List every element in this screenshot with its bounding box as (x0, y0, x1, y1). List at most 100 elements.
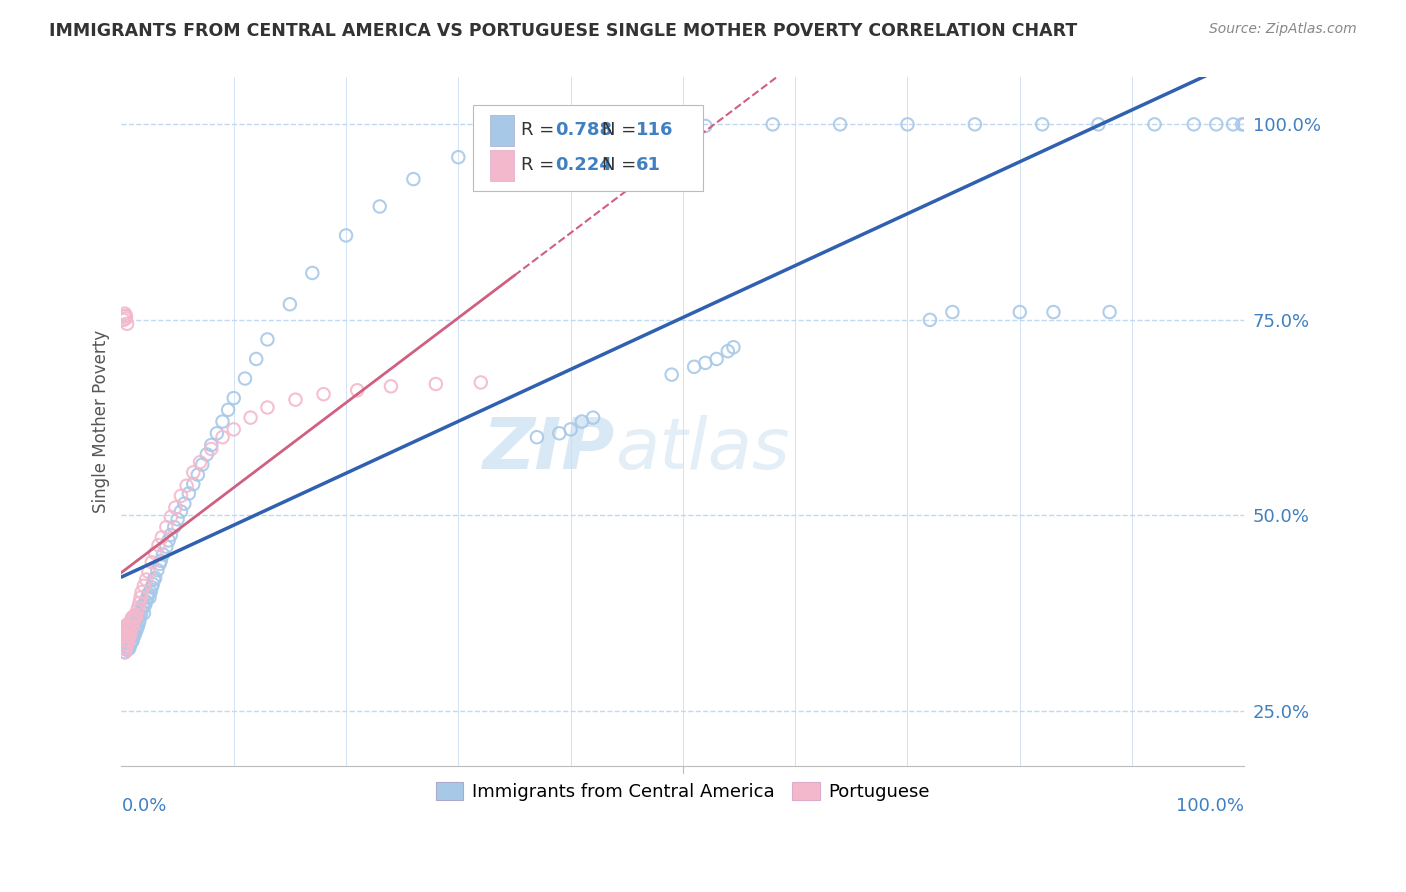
Point (661, 368, 683, 382)
Point (1230, 117, 1253, 131)
Point (121, 612, 143, 626)
Point (135, 594, 157, 608)
Point (163, 520, 186, 534)
Point (118, 632, 141, 646)
Text: atlas: atlas (616, 415, 790, 483)
Y-axis label: Single Mother Poverty: Single Mother Poverty (93, 330, 110, 513)
Point (115, 309, 138, 323)
Point (152, 548, 174, 562)
Point (118, 619, 141, 633)
Point (135, 573, 157, 587)
Point (239, 410, 262, 425)
Point (1143, 117, 1166, 131)
Point (129, 608, 152, 623)
Point (128, 596, 150, 610)
Point (111, 630, 134, 644)
Point (114, 622, 136, 636)
Point (138, 591, 160, 605)
Point (115, 635, 138, 649)
Point (120, 630, 142, 644)
Point (112, 641, 135, 656)
Point (120, 616, 142, 631)
Point (114, 633, 136, 648)
Point (117, 622, 139, 636)
Point (112, 313, 135, 327)
Point (1182, 117, 1205, 131)
Point (115, 630, 138, 644)
Point (139, 585, 162, 599)
Point (132, 599, 155, 613)
Point (121, 610, 143, 624)
Point (335, 228, 357, 243)
Point (121, 616, 143, 631)
Point (150, 530, 173, 544)
Point (120, 625, 142, 640)
Point (115, 641, 138, 656)
Point (121, 627, 143, 641)
Point (717, 344, 740, 359)
Point (132, 579, 155, 593)
Text: R =: R = (522, 156, 560, 174)
Point (117, 624, 139, 639)
Point (1042, 305, 1064, 319)
Point (122, 630, 145, 644)
Point (1008, 305, 1031, 319)
Point (638, 119, 661, 133)
FancyBboxPatch shape (489, 115, 515, 146)
Point (141, 555, 163, 569)
Point (136, 591, 159, 605)
Text: 0.224: 0.224 (555, 156, 612, 174)
Point (571, 415, 593, 429)
Point (114, 309, 136, 323)
Point (170, 504, 193, 518)
Point (284, 392, 307, 407)
Point (115, 641, 138, 656)
Point (191, 458, 214, 472)
Text: N =: N = (602, 156, 643, 174)
Point (233, 371, 256, 385)
Point (160, 510, 183, 524)
Point (125, 613, 148, 627)
Point (115, 618, 138, 632)
Text: 116: 116 (636, 121, 673, 139)
Point (129, 591, 152, 605)
Point (115, 643, 138, 657)
Point (124, 616, 146, 631)
Point (170, 489, 193, 503)
Point (1205, 117, 1227, 131)
Point (941, 305, 963, 319)
Point (173, 497, 195, 511)
Point (217, 402, 239, 417)
Point (114, 625, 136, 640)
Point (492, 136, 515, 151)
Point (121, 624, 143, 639)
Point (125, 624, 148, 639)
Point (148, 538, 170, 552)
Point (127, 610, 149, 624)
Point (368, 199, 391, 213)
Point (114, 633, 136, 648)
Point (142, 577, 165, 591)
Point (195, 447, 218, 461)
Point (582, 410, 605, 425)
Point (560, 422, 582, 436)
Point (114, 645, 136, 659)
Point (111, 637, 134, 651)
Point (346, 384, 368, 398)
Point (256, 401, 278, 415)
Text: IMMIGRANTS FROM CENTRAL AMERICA VS PORTUGUESE SINGLE MOTHER POVERTY CORRELATION : IMMIGRANTS FROM CENTRAL AMERICA VS PORTU… (49, 22, 1077, 40)
Point (211, 415, 233, 429)
Point (127, 604, 149, 618)
Point (143, 546, 166, 560)
Point (177, 486, 200, 500)
Point (312, 387, 335, 401)
Text: Source: ZipAtlas.com: Source: ZipAtlas.com (1209, 22, 1357, 37)
Legend: Immigrants from Central America, Portuguese: Immigrants from Central America, Portugu… (429, 774, 938, 808)
Text: R =: R = (522, 121, 560, 139)
Point (127, 621, 149, 635)
Point (380, 379, 402, 393)
Point (402, 172, 425, 186)
Point (128, 614, 150, 628)
Point (160, 528, 183, 542)
Point (115, 627, 138, 641)
